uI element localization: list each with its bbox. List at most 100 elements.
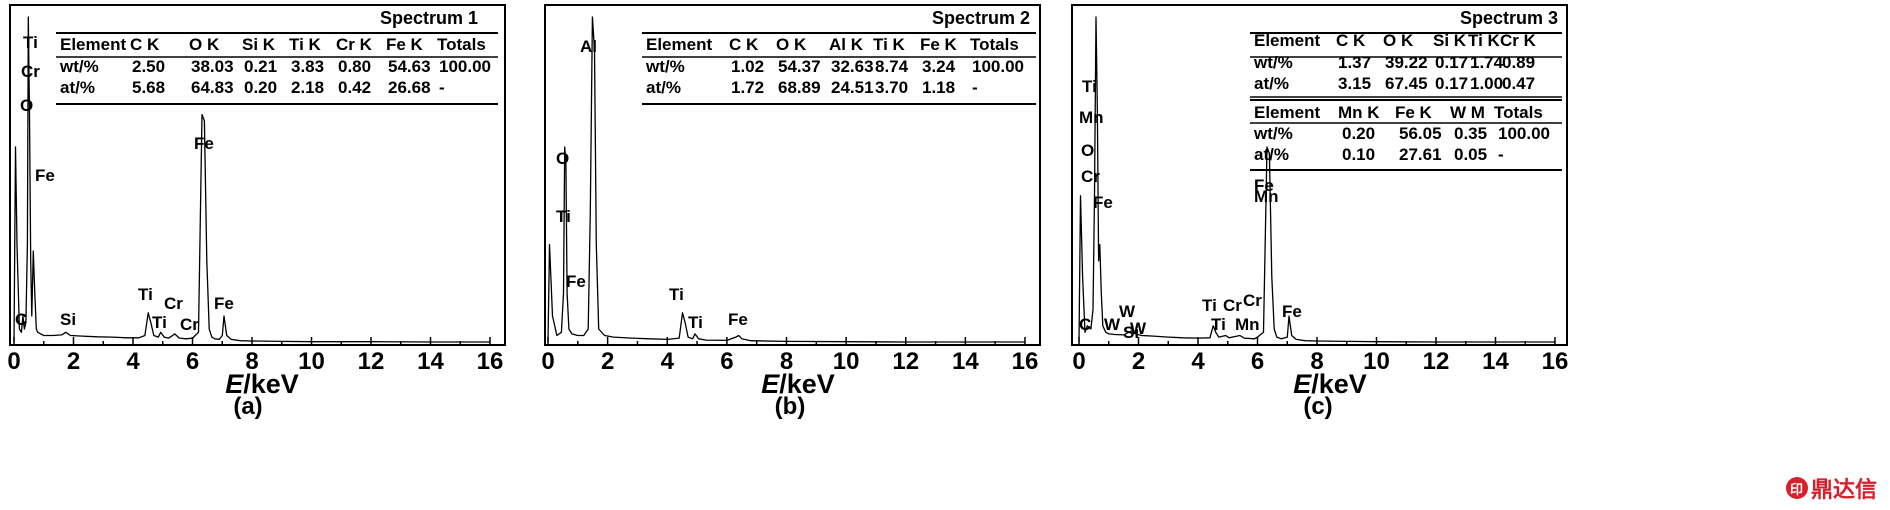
x-tick-label: 6 <box>720 348 733 375</box>
x-axis-label: E/keV <box>225 369 299 399</box>
table-cell: 0.21 <box>244 57 277 76</box>
table-header-cell: Fe K <box>920 35 958 54</box>
table-header-cell: Ti K <box>873 35 906 54</box>
table-cell: 0.17 <box>1435 53 1468 72</box>
table-cell: 3.83 <box>291 57 324 76</box>
peak-label: Cr <box>1243 291 1262 310</box>
table-header-cell: C K <box>130 35 160 54</box>
peak-label: Si <box>60 310 76 329</box>
table-cell: at/% <box>646 78 681 97</box>
x-tick-label: 2 <box>67 348 80 375</box>
peak-label: Fe <box>728 310 748 329</box>
peak-label: Ti <box>138 285 153 304</box>
table-header-cell: Fe K <box>1395 103 1433 122</box>
svg-text:印: 印 <box>1790 483 1803 498</box>
table-cell: 0.10 <box>1342 145 1375 164</box>
panel-c: 0 2 4 6 8 10 12 14 16 E/keV(c) Spectrum 3 Element C … <box>1071 4 1569 420</box>
peak-label: C <box>15 310 27 329</box>
table-cell: 24.51 <box>831 78 874 97</box>
table-cell: 1.18 <box>922 78 955 97</box>
x-axis-label: E/keV <box>1293 369 1367 399</box>
x-tick-label: 8 <box>780 348 793 375</box>
peak-label: Ti <box>152 313 167 332</box>
watermark: 印 鼎达信 <box>1786 477 1877 503</box>
table-header-cell: Element <box>646 35 712 54</box>
watermark-logo-icon <box>1786 477 1808 499</box>
table-cell: - <box>439 78 445 97</box>
table-cell: - <box>1498 145 1504 164</box>
x-tick-label: 14 <box>1482 348 1509 375</box>
table-header-cell: W M <box>1450 103 1485 122</box>
table-cell: 0.35 <box>1454 124 1487 143</box>
peak-label: Ti <box>1211 315 1226 334</box>
table-header-cell: Element <box>60 35 126 54</box>
panel-a: 0 2 4 6 8 10 12 14 16 E/keV(a) Spectrum 1 Element C … <box>7 4 506 420</box>
peak-label: Fe <box>214 294 234 313</box>
spectrum-line <box>1078 16 1555 343</box>
peak-label: Ti <box>556 207 571 226</box>
table-cell: 56.05 <box>1399 124 1442 143</box>
table-cell: 0.89 <box>1502 53 1535 72</box>
peak-label: Mn <box>1235 315 1260 334</box>
table-header-cell: O K <box>776 35 807 54</box>
table-header-cell: Element <box>1254 31 1320 50</box>
x-tick-label: 4 <box>126 348 140 375</box>
table-header-cell: Fe K <box>386 35 424 54</box>
peak-label: Ti <box>23 33 38 52</box>
panel-label: (c) <box>1303 393 1332 420</box>
x-tick-label: 6 <box>1251 348 1264 375</box>
table-header-cell: Totals <box>437 35 486 54</box>
peak-label: Fe <box>35 166 55 185</box>
table-cell: 1.37 <box>1338 53 1371 72</box>
table-cell: 67.45 <box>1385 74 1428 93</box>
table-cell: 1.74 <box>1470 53 1504 72</box>
table-cell: 3.70 <box>875 78 908 97</box>
table-cell: 26.68 <box>388 78 431 97</box>
table-cell: 38.03 <box>191 57 234 76</box>
table-cell: 39.22 <box>1385 53 1428 72</box>
table-header-cell: Cr K <box>336 35 373 54</box>
x-tick-label: 0 <box>541 348 554 375</box>
table-header-cell: O K <box>1383 31 1414 50</box>
table-header-cell: Element <box>1254 103 1320 122</box>
peak-label: Cr <box>1081 167 1100 186</box>
table-cell: 5.68 <box>132 78 165 97</box>
table-cell: wt/% <box>1253 124 1293 143</box>
table-cell: 0.80 <box>338 57 371 76</box>
table-cell: 8.74 <box>875 57 909 76</box>
peak-label: O <box>20 96 33 115</box>
table-header-cell: Ti K <box>1468 31 1501 50</box>
peak-label: W <box>1104 315 1121 334</box>
table-cell: 0.17 <box>1435 74 1468 93</box>
panel-b: 0 2 4 6 8 10 12 14 16 E/keV(b) Spectrum 2 Element C … <box>541 4 1041 420</box>
x-axis-label: E/keV <box>761 369 835 399</box>
peak-label: Fe <box>194 134 214 153</box>
table-cell: 100.00 <box>972 57 1024 76</box>
table-cell: wt/% <box>1253 53 1293 72</box>
table-cell: 3.24 <box>922 57 956 76</box>
table-cell: - <box>972 78 978 97</box>
spectrum-line <box>13 16 490 343</box>
x-tick-label: 0 <box>7 348 20 375</box>
table-header-cell: Ti K <box>289 35 322 54</box>
table-cell: 1.00 <box>1470 74 1503 93</box>
spectrum-line <box>547 16 1025 343</box>
plot-frame <box>9 4 506 346</box>
table-cell: 54.63 <box>388 57 431 76</box>
x-tick-label: 2 <box>1132 348 1145 375</box>
peak-label: Cr <box>164 294 183 313</box>
table-header-cell: Mn K <box>1338 103 1380 122</box>
table-cell: 0.05 <box>1454 145 1487 164</box>
table-header-cell: C K <box>1336 31 1366 50</box>
table-header-cell: Totals <box>1494 103 1543 122</box>
peak-label: Ti <box>669 285 684 304</box>
peak-label: Ti <box>688 313 703 332</box>
x-tick-label: 16 <box>1542 348 1569 375</box>
x-tick-label: 4 <box>661 348 675 375</box>
watermark-text: 鼎达信 <box>1811 477 1877 503</box>
table-cell: 100.00 <box>1498 124 1550 143</box>
peak-label: Mn <box>1254 187 1279 206</box>
table-cell: wt/% <box>59 57 99 76</box>
table-cell: 1.02 <box>731 57 764 76</box>
